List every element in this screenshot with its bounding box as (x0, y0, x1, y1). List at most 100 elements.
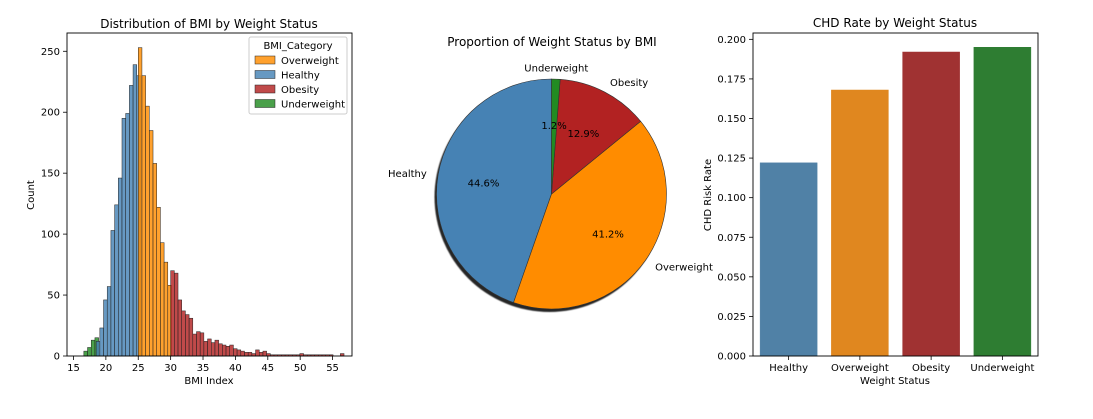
histogram-bar (262, 350, 267, 357)
pie-category-label: Underweight (524, 64, 588, 75)
histogram-bar (196, 331, 201, 357)
histogram-bar (181, 310, 186, 357)
x-tick-label: Healthy (769, 363, 808, 374)
histogram-bar (152, 163, 157, 357)
pie-slice-obesity (551, 79, 642, 195)
histogram-bar (160, 242, 165, 357)
x-tick-label: 30 (164, 363, 177, 374)
histogram-bar (121, 118, 126, 357)
legend-swatch (254, 84, 276, 94)
x-tick-label: Overweight (831, 363, 889, 374)
y-tick-label: 50 (47, 291, 60, 302)
histogram-bar (145, 105, 150, 357)
histogram-bar (225, 346, 230, 357)
legend-swatch (254, 55, 276, 65)
histogram-bars (83, 47, 345, 357)
histogram-bar (114, 204, 119, 357)
y-tick-label: 0.150 (717, 114, 746, 125)
histogram-x-ticks: 15 20 25 30 35 40 45 50 55 (67, 356, 339, 374)
histogram-bar (87, 347, 92, 357)
histogram-bar (118, 177, 123, 357)
legend-label: Overweight (281, 56, 339, 67)
y-tick-label: 200 (41, 108, 60, 119)
histogram-bar (207, 338, 212, 357)
x-tick-label: 35 (197, 363, 210, 374)
y-tick-label: 150 (41, 169, 60, 180)
histogram-bar (199, 332, 205, 357)
x-tick-label: 55 (326, 363, 339, 374)
y-tick-label: 0.175 (717, 74, 746, 85)
histogram-bar (236, 349, 242, 357)
histogram-bar (156, 207, 161, 357)
x-tick-label: Obesity (912, 363, 950, 374)
x-tick-label: 15 (67, 363, 80, 374)
y-tick-label: 0.000 (717, 352, 746, 363)
legend-swatch (254, 99, 276, 108)
histogram-bar (211, 342, 216, 357)
histogram-bar (185, 314, 190, 357)
histogram-bar (90, 339, 96, 357)
histogram-y-ticks: 0 50 100 150 200 250 (41, 47, 67, 363)
bar-obesity (902, 51, 960, 357)
histogram-bar (214, 339, 219, 357)
bar-x-label: Weight Status (860, 376, 930, 387)
x-tick-label: 20 (99, 363, 112, 374)
pie-percent-label: 12.9% (568, 129, 600, 140)
bar-axes-frame (752, 32, 1039, 357)
bar-y-ticks: 0.000 0.025 0.050 0.075 0.100 0.125 0.150 0.175… (717, 35, 753, 363)
histogram-bar (255, 349, 260, 357)
histogram-bar (247, 352, 253, 357)
legend-label: Healthy (281, 71, 320, 82)
legend-label: Obesity (281, 85, 319, 96)
pie-category-label: Overweight (655, 263, 713, 274)
x-tick-label: 45 (261, 363, 274, 374)
histogram-bar (83, 350, 88, 357)
y-tick-label: 0.050 (717, 272, 746, 283)
histogram-bar (222, 344, 227, 357)
legend-entries: Overweight Healthy Obesity Underweight (254, 55, 345, 111)
pie-title: Proportion of Weight Status by BMI (447, 35, 656, 49)
pie-percent-label: 41.2% (592, 230, 624, 241)
histogram-bar (244, 352, 249, 357)
histogram-bar (229, 344, 234, 357)
histogram-bar (149, 130, 154, 357)
histogram-bar (141, 75, 146, 357)
y-tick-label: 0.025 (717, 312, 746, 323)
histogram-bar (110, 230, 115, 357)
x-tick-label: 40 (229, 363, 242, 374)
bar-overweight (831, 89, 889, 357)
histogram-bar (177, 299, 182, 357)
pie-slice-overweight (513, 120, 667, 310)
pie-slices (436, 78, 667, 310)
histogram-bar (240, 350, 245, 357)
histogram-bar (192, 333, 197, 357)
bar-underweight (973, 47, 1032, 357)
legend-label: Underweight (281, 100, 345, 111)
histogram-bar (170, 270, 175, 357)
y-tick-label: 0.100 (717, 193, 746, 204)
histogram-y-label: Count (26, 180, 37, 210)
histogram-bar (218, 343, 223, 357)
histogram-bar (259, 352, 264, 357)
pie-labels: Healthy 44.6% Overweight 41.2% Obesity 12.9% U… (388, 64, 713, 274)
histogram-title: Distribution of BMI by Weight Status (100, 17, 318, 31)
histogram-x-label: BMI Index (184, 376, 233, 387)
histogram-bar (163, 261, 169, 357)
y-tick-label: 0.075 (717, 233, 746, 244)
y-tick-label: 250 (41, 47, 60, 58)
histogram-bar (188, 317, 194, 357)
bar-title: CHD Rate by Weight Status (813, 16, 977, 30)
y-tick-label: 100 (41, 230, 60, 241)
histogram-legend: BMI_Category Overweight Healthy Obesity Und… (248, 36, 348, 115)
bar-x-ticks: Healthy Overweight Obesity Underweight (769, 356, 1034, 374)
pie-percent-label: 44.6% (468, 178, 500, 189)
histogram-bar (203, 341, 208, 357)
histogram-bar (125, 113, 130, 357)
histogram-bar (106, 286, 112, 357)
bar-y-label: CHD Risk Rate (703, 159, 714, 231)
histogram-bar (99, 327, 104, 357)
histogram-bar (95, 341, 101, 357)
pie-category-label: Obesity (610, 78, 648, 89)
